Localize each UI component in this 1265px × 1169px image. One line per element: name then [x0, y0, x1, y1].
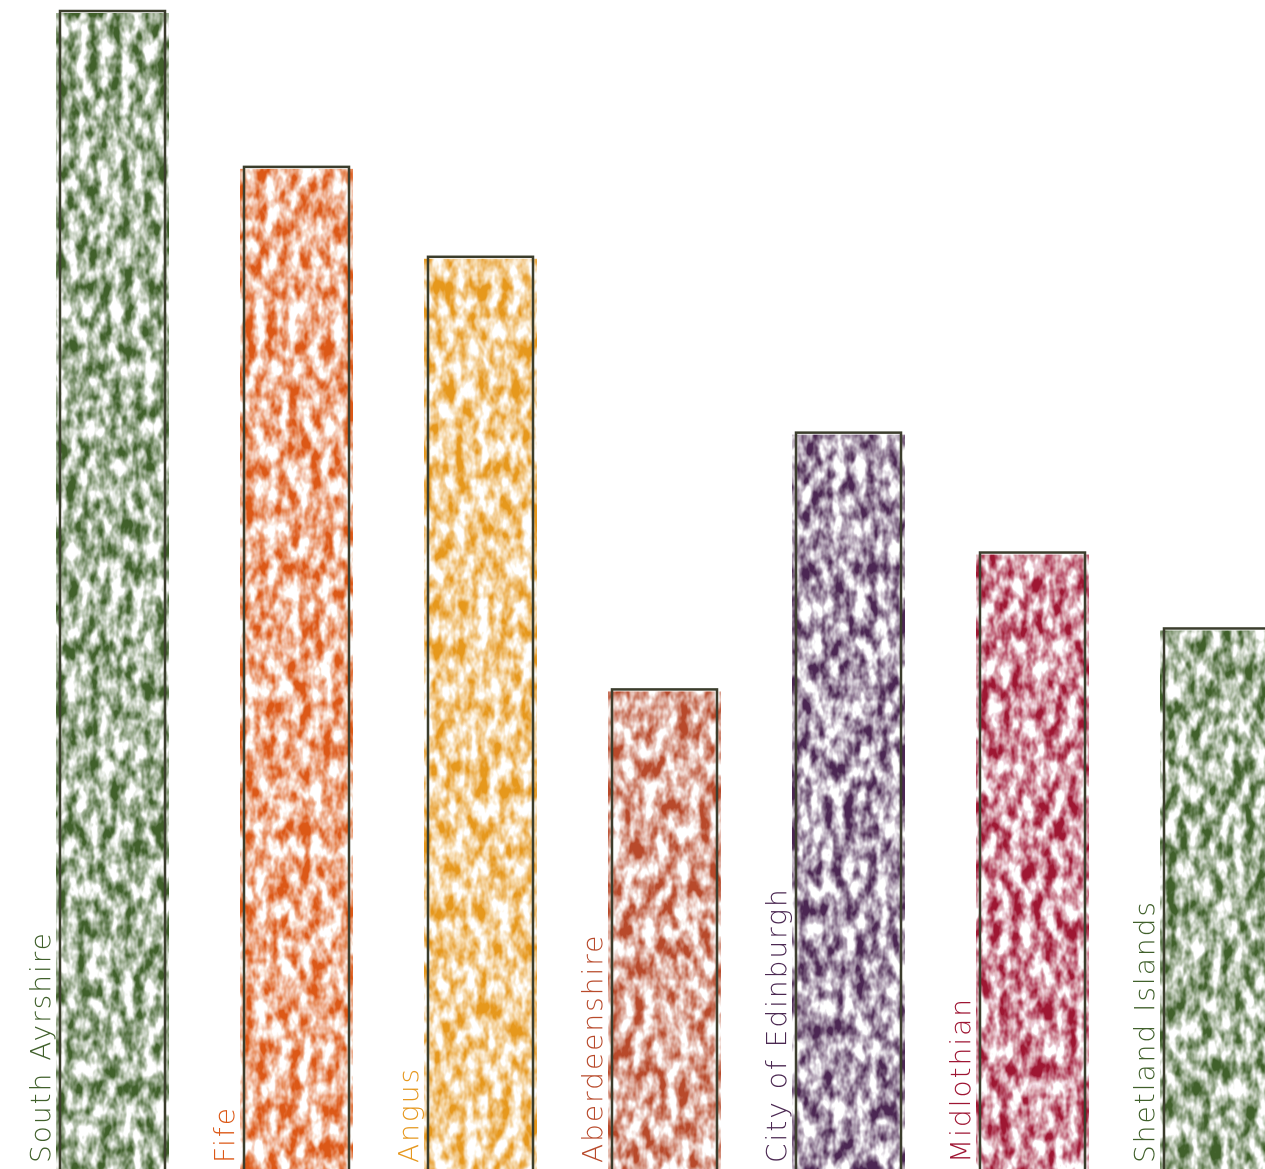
bar-outline — [242, 165, 351, 1169]
category-label: Midlothian — [944, 997, 977, 1163]
bar — [424, 258, 537, 1169]
bar — [1160, 630, 1265, 1169]
bar — [792, 434, 905, 1169]
category-label: South Ayrshire — [24, 931, 57, 1163]
category-label: Shetland Islands — [1128, 900, 1161, 1163]
bar-outline — [610, 688, 719, 1169]
category-label: Angus — [392, 1067, 425, 1163]
bar-outline — [978, 551, 1087, 1169]
category-label: City of Edinburgh — [760, 887, 793, 1163]
bar-outline — [426, 255, 535, 1169]
bar — [608, 691, 721, 1169]
bar-outline — [794, 431, 903, 1169]
category-label: Fife — [208, 1106, 241, 1163]
bar — [56, 12, 169, 1169]
bar — [976, 554, 1089, 1169]
bar-outline — [58, 9, 167, 1169]
bar-outline — [1162, 627, 1265, 1169]
plot-area: South Ayrshire Fife Angus Aberdeenshire City… — [24, 9, 1265, 1169]
category-label: Aberdeenshire — [576, 934, 609, 1163]
bar — [240, 168, 353, 1169]
